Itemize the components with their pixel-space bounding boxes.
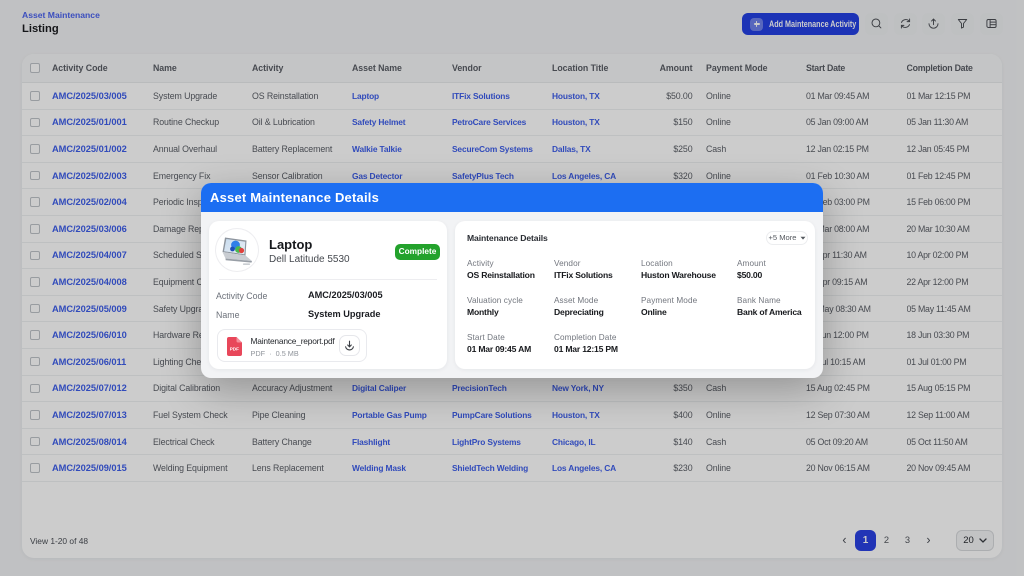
svg-text:PDF: PDF (229, 346, 238, 351)
